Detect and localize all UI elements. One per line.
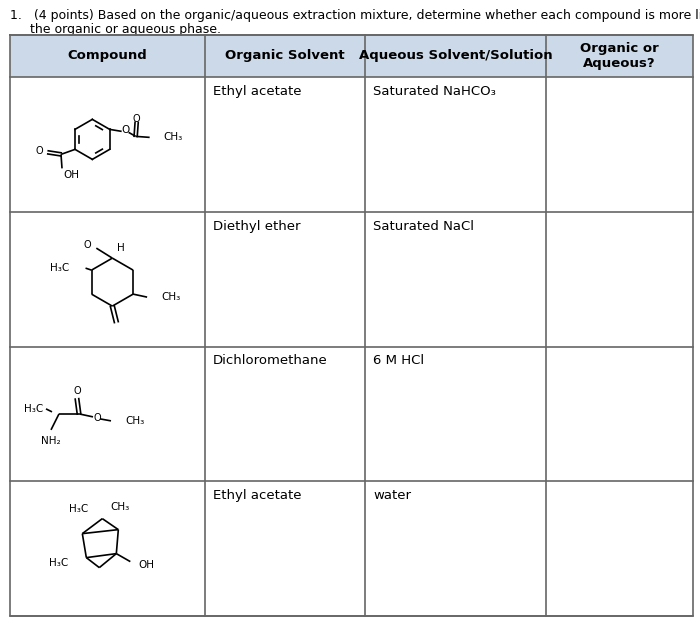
Text: Aqueous Solvent/Solution: Aqueous Solvent/Solution	[359, 49, 552, 63]
Text: H₃C: H₃C	[50, 263, 69, 273]
Bar	[10, 77, 693, 212]
Text: H₃C: H₃C	[69, 504, 88, 513]
Text: the organic or aqueous phase.: the organic or aqueous phase.	[10, 23, 221, 36]
Text: H₃C: H₃C	[49, 558, 69, 568]
Text: Ethyl acetate: Ethyl acetate	[213, 85, 301, 98]
Text: O: O	[133, 115, 141, 125]
Bar	[10, 347, 693, 481]
Text: 1.   (4 points) Based on the organic/aqueous extraction mixture, determine wheth: 1. (4 points) Based on the organic/aqueo…	[10, 9, 700, 22]
Text: CH₃: CH₃	[164, 132, 183, 142]
Text: O: O	[93, 413, 101, 423]
Bar	[10, 481, 693, 616]
Text: OH: OH	[63, 170, 79, 180]
Text: O: O	[36, 146, 43, 156]
Text: Dichloromethane: Dichloromethane	[213, 354, 328, 367]
Text: 6 M HCl: 6 M HCl	[373, 354, 424, 367]
Text: Saturated NaHCO₃: Saturated NaHCO₃	[373, 85, 496, 98]
Text: O: O	[84, 240, 91, 250]
Text: O: O	[74, 386, 80, 396]
Text: H: H	[118, 243, 125, 253]
Text: CH₃: CH₃	[161, 292, 181, 302]
Text: Ethyl acetate: Ethyl acetate	[213, 490, 301, 502]
Text: OH: OH	[139, 560, 154, 570]
Text: H₃C: H₃C	[24, 404, 43, 414]
Text: Saturated NaCl: Saturated NaCl	[373, 220, 474, 233]
Text: Organic or
Aqueous?: Organic or Aqueous?	[580, 42, 659, 70]
Text: NH₂: NH₂	[41, 436, 61, 446]
Text: CH₃: CH₃	[125, 416, 144, 426]
Text: Compound: Compound	[67, 49, 147, 63]
Bar	[10, 212, 693, 347]
Text: Organic Solvent: Organic Solvent	[225, 49, 344, 63]
Text: Diethyl ether: Diethyl ether	[213, 220, 300, 233]
Bar	[10, 35, 693, 77]
Text: O: O	[122, 125, 130, 135]
Text: water: water	[373, 490, 411, 502]
Text: CH₃: CH₃	[111, 501, 130, 511]
